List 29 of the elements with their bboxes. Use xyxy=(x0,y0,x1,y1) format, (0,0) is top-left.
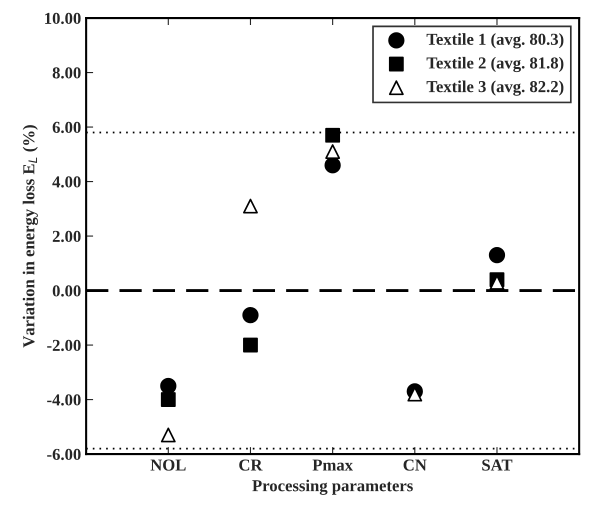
point xyxy=(242,306,259,324)
y-tick-label: 10.00 xyxy=(45,12,81,24)
y-axis-title: Variation in energy loss E$_{L}$ (%) xyxy=(22,125,38,348)
point xyxy=(160,392,176,407)
point xyxy=(243,198,258,214)
point xyxy=(488,247,506,264)
x-axis-title: Processing parameters xyxy=(252,480,413,495)
legend-label: Textile 1 (avg. 80.3) xyxy=(426,33,564,48)
y-tick-label: 4.00 xyxy=(52,176,81,188)
y-tick-label: 8.00 xyxy=(52,67,81,79)
point xyxy=(324,157,341,174)
y-tick-label: -4.00 xyxy=(47,394,81,406)
y-tick-label: 2.00 xyxy=(52,230,81,242)
point xyxy=(325,128,340,143)
point xyxy=(160,378,176,394)
x-tick-label: CN xyxy=(404,459,427,471)
legend-label: Textile 2 (avg. 81.8) xyxy=(426,56,564,72)
y-tick-label: -2.00 xyxy=(47,340,81,352)
legend-label: Textile 3 (avg. 82.2) xyxy=(426,80,564,96)
x-tick-label: CR xyxy=(239,459,263,471)
point xyxy=(243,338,258,352)
x-tick-label: Pmax xyxy=(312,460,353,471)
x-tick-label: NOL xyxy=(150,459,186,471)
y-tick-label: 6.00 xyxy=(52,122,81,134)
point xyxy=(325,144,340,160)
y-tick-label: -6.00 xyxy=(47,448,81,460)
y-tick-label: 0.00 xyxy=(52,285,81,297)
point xyxy=(160,428,176,442)
x-tick-label: SAT xyxy=(482,459,512,471)
